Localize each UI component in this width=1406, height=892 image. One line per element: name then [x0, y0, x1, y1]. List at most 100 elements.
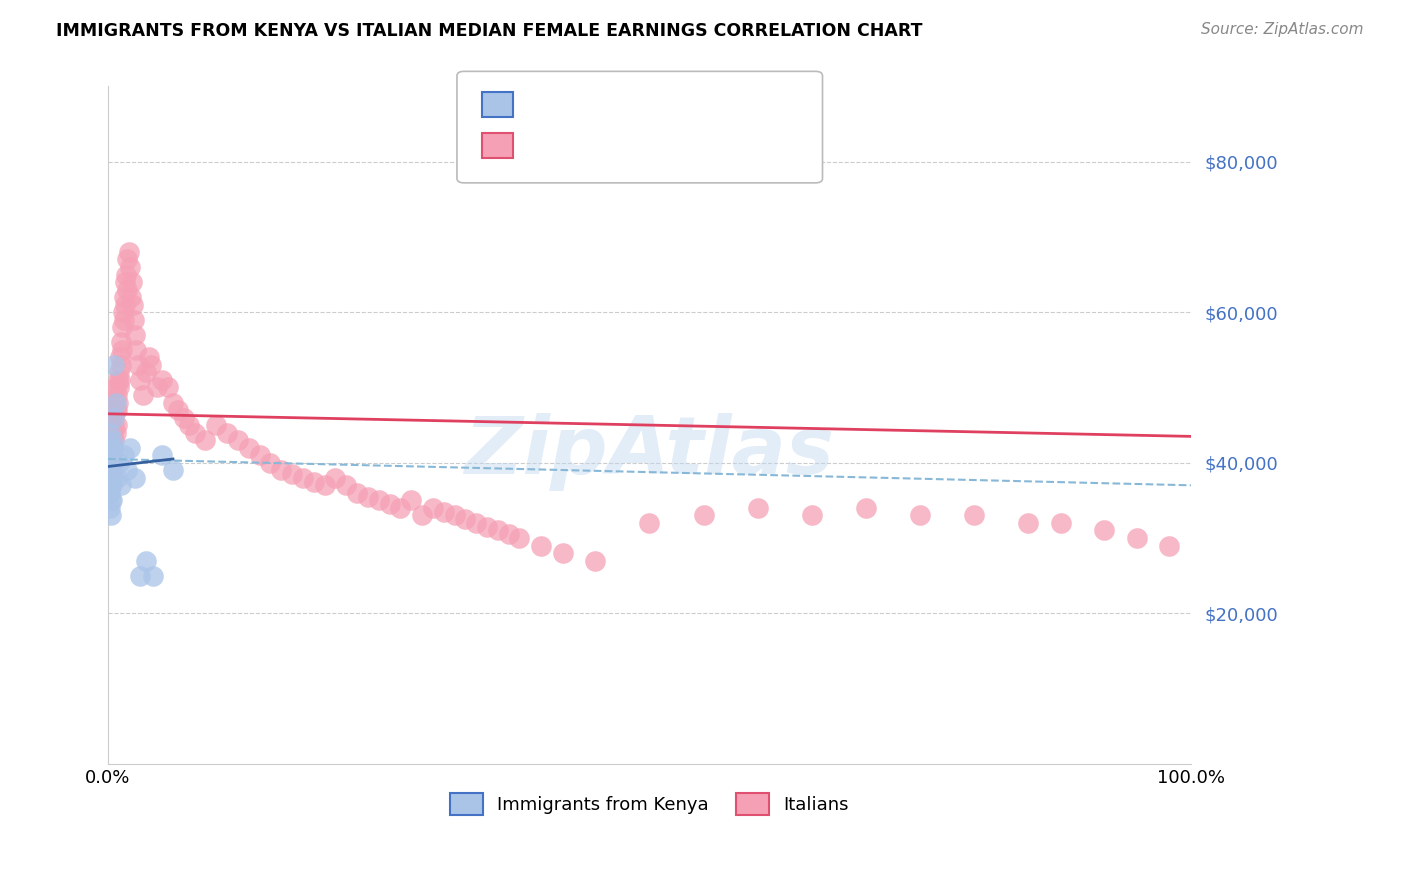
Point — [335, 478, 357, 492]
Point — [302, 475, 325, 489]
Point — [117, 283, 139, 297]
Legend: Immigrants from Kenya, Italians: Immigrants from Kenya, Italians — [443, 786, 856, 822]
Text: IMMIGRANTS FROM KENYA VS ITALIAN MEDIAN FEMALE EARNINGS CORRELATION CHART: IMMIGRANTS FROM KENYA VS ITALIAN MEDIAN … — [56, 22, 922, 40]
Point — [1050, 516, 1073, 530]
Text: N =: N = — [628, 136, 668, 154]
Point — [1017, 516, 1039, 530]
Point — [111, 320, 134, 334]
Point — [131, 388, 153, 402]
Point — [101, 493, 124, 508]
Point — [217, 425, 239, 440]
Point — [103, 433, 125, 447]
Point — [167, 403, 190, 417]
Point — [98, 500, 121, 515]
Point — [108, 373, 131, 387]
Point — [638, 516, 661, 530]
Point — [98, 456, 121, 470]
Point — [98, 486, 121, 500]
Point — [101, 433, 124, 447]
Point — [118, 260, 141, 274]
Point — [103, 358, 125, 372]
Point — [551, 546, 574, 560]
Point — [1159, 539, 1181, 553]
Point — [162, 395, 184, 409]
Point — [357, 490, 380, 504]
Point — [747, 500, 769, 515]
Point — [100, 508, 122, 523]
Point — [173, 410, 195, 425]
Point — [162, 463, 184, 477]
Point — [100, 441, 122, 455]
Point — [103, 395, 125, 409]
Point — [378, 497, 401, 511]
Text: 108: 108 — [664, 136, 700, 154]
Point — [367, 493, 389, 508]
Point — [150, 448, 173, 462]
Point — [98, 486, 121, 500]
Point — [583, 553, 606, 567]
Point — [103, 425, 125, 440]
Point — [135, 553, 157, 567]
Point — [117, 252, 139, 267]
Point — [465, 516, 488, 530]
Point — [508, 531, 530, 545]
Point — [475, 519, 498, 533]
Point — [110, 358, 132, 372]
Point — [100, 493, 122, 508]
Point — [138, 351, 160, 365]
Point — [205, 418, 228, 433]
Point — [346, 486, 368, 500]
Point — [127, 358, 149, 372]
Point — [314, 478, 336, 492]
Point — [105, 388, 128, 402]
Point — [101, 441, 124, 455]
Text: R =: R = — [527, 136, 565, 154]
Point — [118, 441, 141, 455]
Point — [101, 448, 124, 462]
Point — [112, 312, 135, 326]
Point — [124, 471, 146, 485]
Point — [105, 403, 128, 417]
Point — [498, 527, 520, 541]
Point — [115, 268, 138, 282]
Point — [281, 467, 304, 481]
Point — [855, 500, 877, 515]
Point — [129, 568, 152, 582]
Point — [107, 395, 129, 409]
Point — [179, 418, 201, 433]
Point — [963, 508, 986, 523]
Point — [98, 471, 121, 485]
Point — [100, 478, 122, 492]
Point — [98, 425, 121, 440]
Point — [135, 365, 157, 379]
Point — [270, 463, 292, 477]
Point — [183, 425, 205, 440]
Point — [108, 365, 131, 379]
Point — [112, 290, 135, 304]
Point — [101, 425, 124, 440]
Point — [692, 508, 714, 523]
Point — [101, 478, 124, 492]
Point — [122, 298, 145, 312]
Point — [156, 380, 179, 394]
Point — [105, 418, 128, 433]
Point — [325, 471, 347, 485]
Point — [249, 448, 271, 462]
Point — [122, 312, 145, 326]
Point — [399, 493, 422, 508]
Point — [107, 373, 129, 387]
Point — [110, 478, 132, 492]
Point — [486, 524, 509, 538]
Point — [142, 568, 165, 582]
Point — [226, 433, 249, 447]
Point — [800, 508, 823, 523]
Point — [101, 463, 124, 477]
Text: N =: N = — [628, 95, 668, 113]
Point — [120, 290, 142, 304]
Point — [121, 275, 143, 289]
Point — [114, 298, 136, 312]
Point — [112, 305, 135, 319]
Point — [150, 373, 173, 387]
Point — [117, 463, 139, 477]
Point — [194, 433, 217, 447]
